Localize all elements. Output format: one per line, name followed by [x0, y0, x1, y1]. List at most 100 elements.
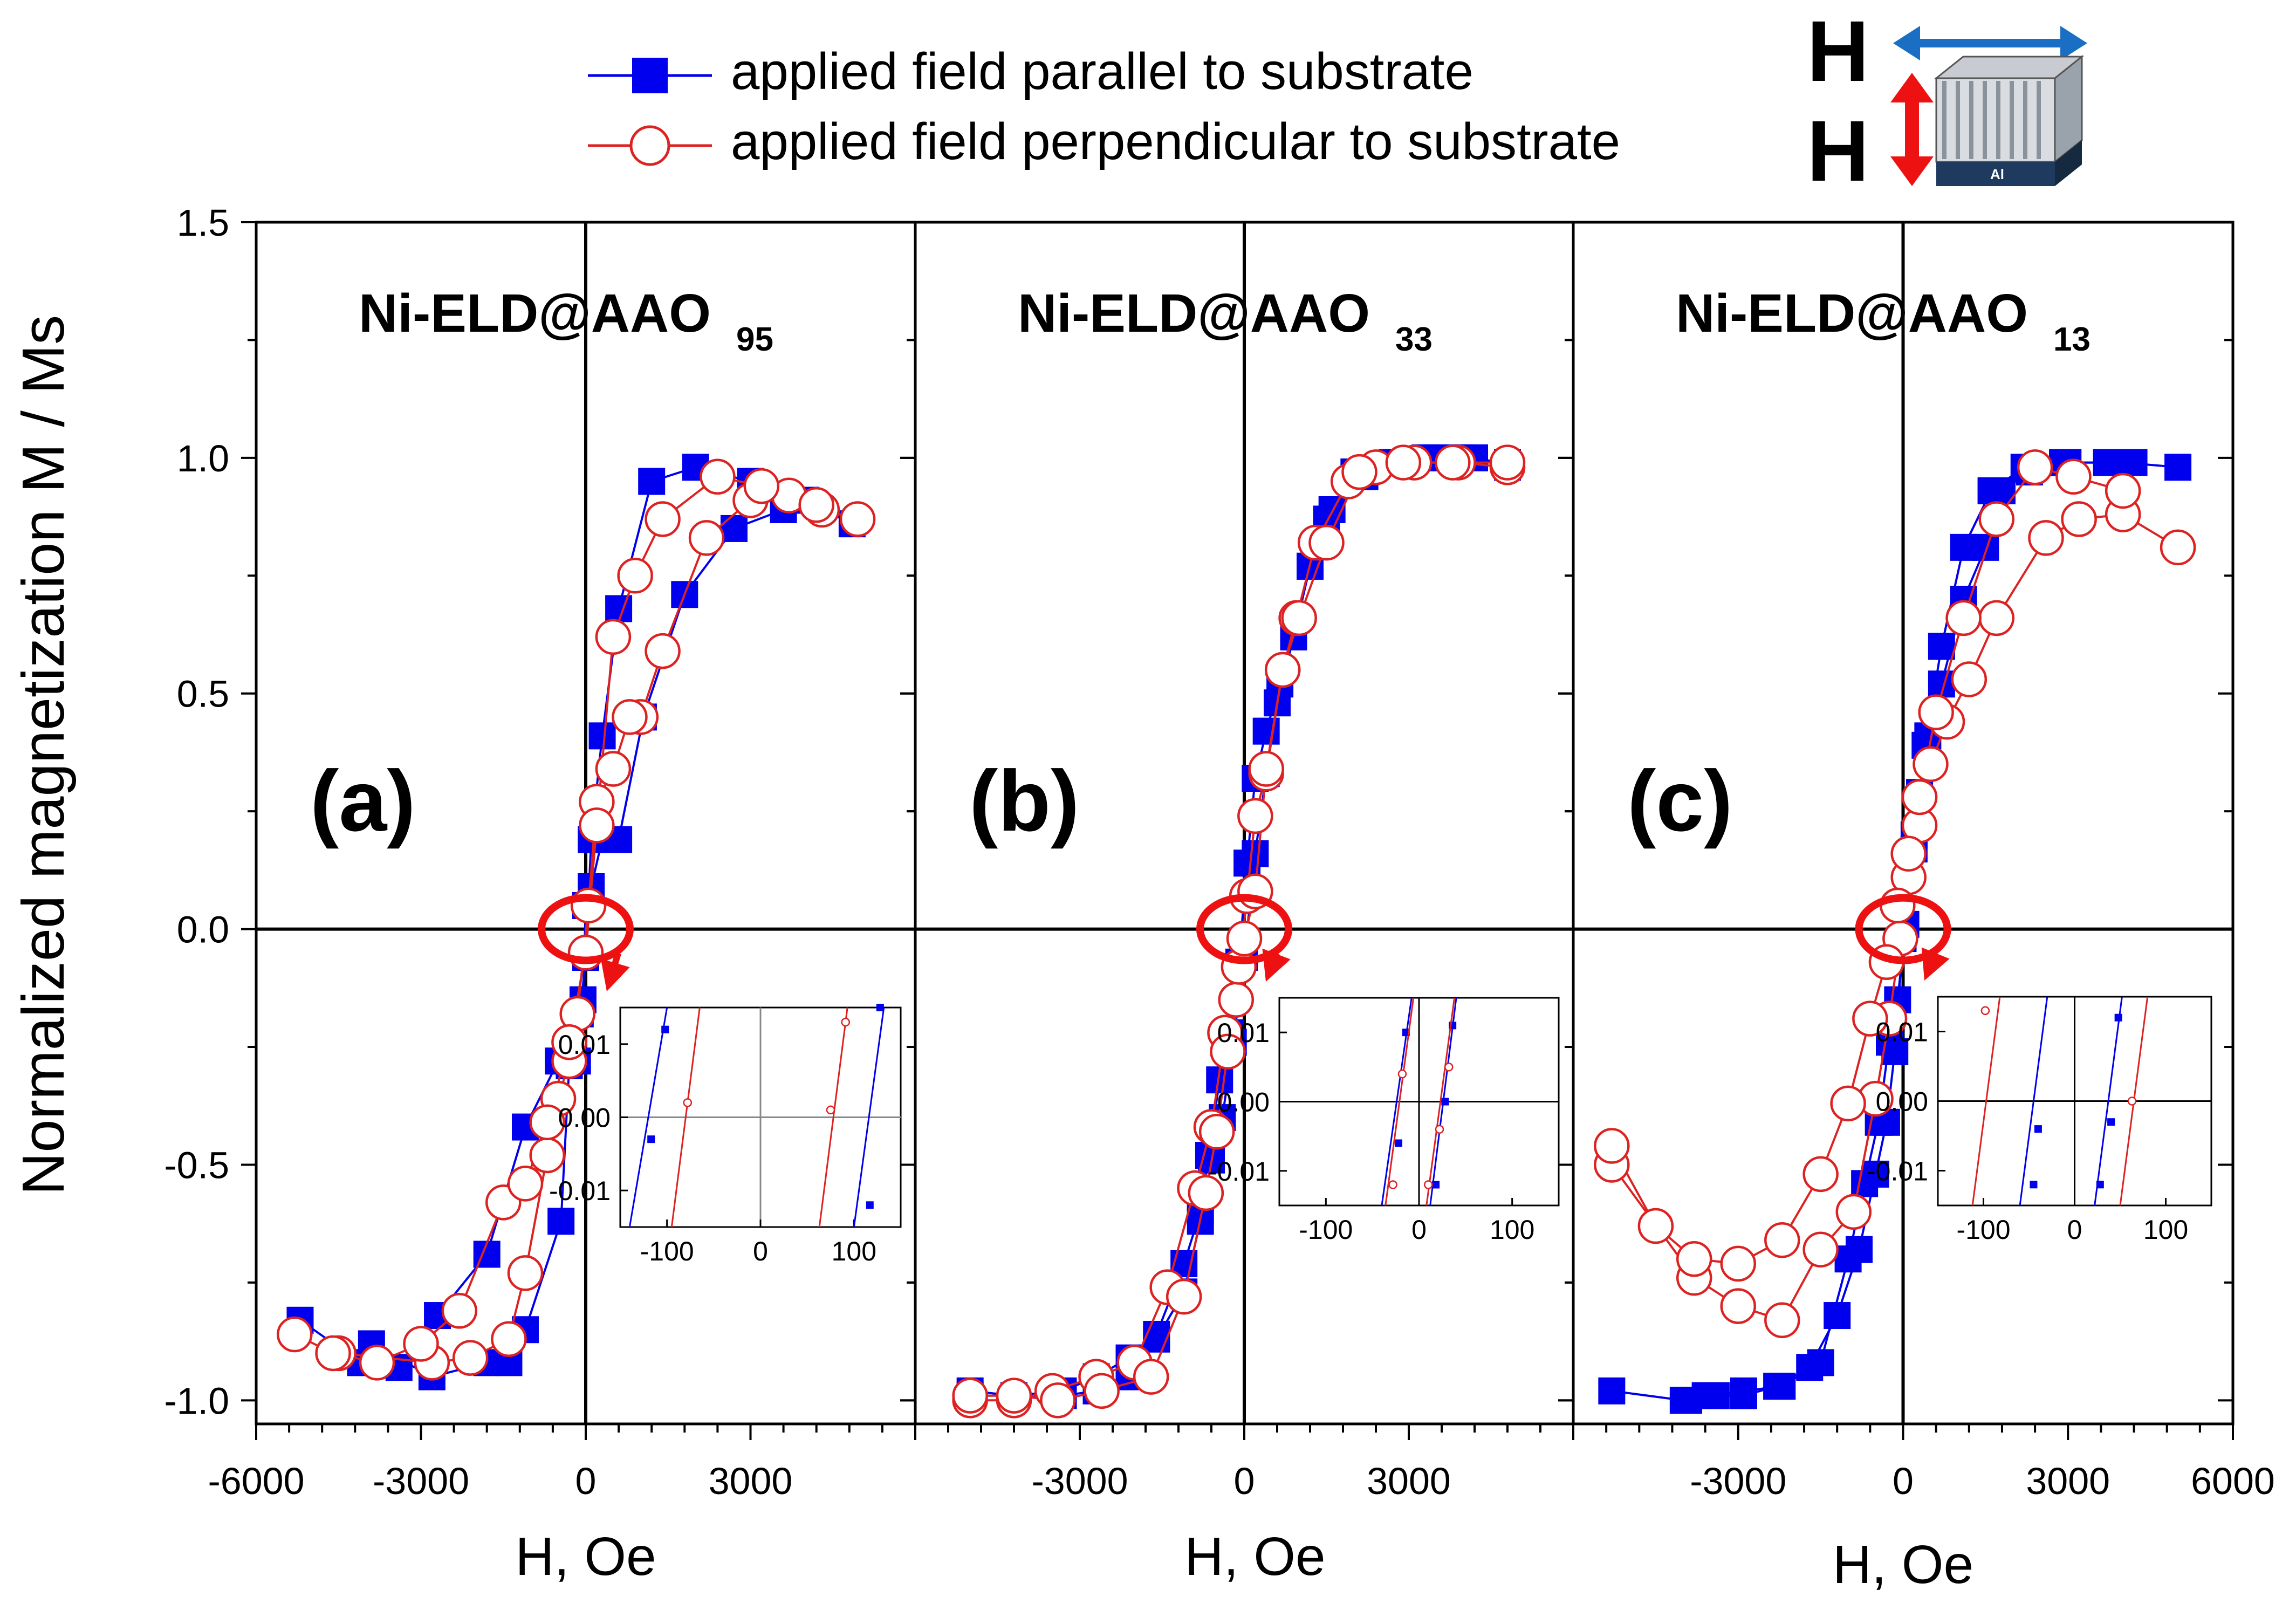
- data-point-circle: [2160, 529, 2196, 566]
- zoom-arrow-head-icon: [1921, 947, 1950, 981]
- data-point-circle: [491, 1321, 527, 1357]
- data-point-circle: [507, 1255, 544, 1291]
- x-axis-label: H, Oe: [1184, 1526, 1325, 1587]
- panel-title: Ni-ELD@AAO: [359, 283, 711, 344]
- panel-letter: (a): [310, 752, 416, 849]
- zoom-arrow-head-icon: [600, 958, 630, 991]
- inset: -100 0 100 -0.01 0.00 0.01: [549, 1004, 902, 1266]
- data-point-circle: [1040, 1382, 1076, 1419]
- x-tick-label: 3000: [1367, 1460, 1451, 1502]
- data-point-circle: [1852, 1001, 1888, 1037]
- inset-x-tick-label: 100: [1490, 1215, 1534, 1245]
- data-point-circle: [1218, 982, 1254, 1018]
- inset-point-square: [1432, 1181, 1440, 1189]
- inset-point-square: [876, 1004, 884, 1011]
- data-point-circle: [1637, 1208, 1674, 1244]
- panel-title-subscript: 33: [1395, 321, 1433, 358]
- data-point-circle: [1720, 1288, 1756, 1324]
- inset-point-circle: [1435, 1125, 1444, 1134]
- data-point-circle: [507, 1166, 544, 1202]
- data-point-square: [2120, 449, 2148, 476]
- inset-x-tick-label: -100: [1299, 1215, 1353, 1245]
- inset-point-square: [647, 1135, 655, 1143]
- data-point-square: [1796, 1354, 1824, 1381]
- data-point-square: [588, 722, 616, 750]
- inset-series-line: [628, 1007, 668, 1228]
- panel-title-subscript: 95: [736, 321, 773, 358]
- data-point-circle: [1764, 1222, 1800, 1258]
- panel-c: -3000 0 3000 6000 H, Oe Ni-ELD@AAO 13 (c) -100 0 1…: [1558, 221, 2275, 1595]
- substrate-schematic: H H: [1807, 3, 2087, 199]
- data-point-circle: [551, 1024, 587, 1060]
- data-point-circle: [743, 468, 780, 504]
- inset-y-tick-label: -0.01: [1208, 1156, 1270, 1187]
- data-point-square: [1977, 477, 2005, 505]
- x-tick-label: -6000: [208, 1460, 304, 1502]
- x-tick-label: -3000: [373, 1460, 469, 1502]
- data-point-circle: [1133, 1359, 1169, 1395]
- inset-y-tick-label: 0.01: [558, 1030, 611, 1060]
- series-perpendicular: [277, 458, 876, 1381]
- zoom-arrow-head-icon: [1262, 948, 1291, 982]
- x-tick-label: 6000: [2191, 1460, 2275, 1502]
- inset-point-circle: [1397, 1069, 1407, 1079]
- data-point-circle: [570, 887, 607, 924]
- data-point-circle: [996, 1378, 1032, 1414]
- data-point-square: [2164, 454, 2192, 481]
- data-point-circle: [1594, 1128, 1630, 1164]
- data-point-square: [1252, 717, 1280, 745]
- inset-y-tick-label: 0.00: [1876, 1087, 1928, 1117]
- inset: -100 0 100 -0.01 0.00 0.01: [1208, 997, 1560, 1245]
- inset-point-square: [661, 1025, 669, 1033]
- data-point-square: [1845, 1236, 1873, 1263]
- x-tick-label: 3000: [709, 1460, 793, 1502]
- inset-point-circle: [826, 1105, 835, 1115]
- y-tick-label: 1.5: [177, 202, 229, 244]
- data-point-circle: [1802, 1156, 1839, 1193]
- data-point-circle: [1198, 1114, 1235, 1150]
- data-point-square: [720, 515, 748, 542]
- inset-y-tick-label: 0.01: [1217, 1018, 1270, 1048]
- inset-x-tick-label: -100: [640, 1236, 694, 1266]
- data-point-circle: [1764, 1302, 1800, 1339]
- inset-series-line: [818, 1007, 848, 1228]
- inset-y-tick-label: 0.01: [1876, 1017, 1928, 1047]
- inset-point-square: [2114, 1013, 2122, 1022]
- data-point-circle: [529, 1137, 565, 1174]
- porous-alumina-template-icon: Al: [1934, 54, 2085, 186]
- inset-series-line: [670, 1007, 701, 1228]
- inset-point-circle: [1388, 1180, 1397, 1189]
- series-perpendicular: [1594, 449, 2196, 1339]
- data-point-circle: [1901, 779, 1938, 816]
- inset-x-tick-label: 0: [753, 1236, 768, 1266]
- data-point-circle: [1951, 661, 1987, 697]
- data-point-square: [605, 595, 633, 622]
- inset-point-circle: [841, 1017, 850, 1027]
- inset-x-tick-label: -100: [1956, 1215, 2010, 1245]
- data-point-circle: [1676, 1241, 1712, 1277]
- data-point-circle: [1084, 1373, 1120, 1409]
- schematic-h-bottom: H: [1807, 102, 1869, 199]
- data-point-circle: [1188, 1175, 1224, 1211]
- data-point-square: [2093, 449, 2120, 476]
- panel-letter: (c): [1627, 752, 1733, 849]
- inset-y-tick-label: 0.00: [1217, 1087, 1270, 1118]
- data-point-circle: [1978, 501, 2015, 537]
- data-point-circle: [1308, 524, 1345, 561]
- y-tick-label: 0.0: [177, 909, 229, 951]
- data-point-circle: [403, 1326, 439, 1362]
- data-point-circle: [2017, 449, 2053, 485]
- inset-x-tick-label: 100: [2143, 1215, 2188, 1245]
- data-point-square: [1862, 1160, 1889, 1188]
- inset-series-line: [853, 1007, 885, 1228]
- data-point-square: [1691, 1382, 1719, 1409]
- panel-title: Ni-ELD@AAO: [1676, 283, 2028, 344]
- data-point-circle: [567, 935, 604, 971]
- data-point-circle: [1880, 887, 1916, 924]
- y-tick-label: -0.5: [164, 1144, 229, 1186]
- data-point-square: [547, 1208, 575, 1235]
- panel-letter: (b): [969, 752, 1079, 849]
- data-point-square: [1730, 1382, 1757, 1409]
- data-point-circle: [2055, 458, 2092, 495]
